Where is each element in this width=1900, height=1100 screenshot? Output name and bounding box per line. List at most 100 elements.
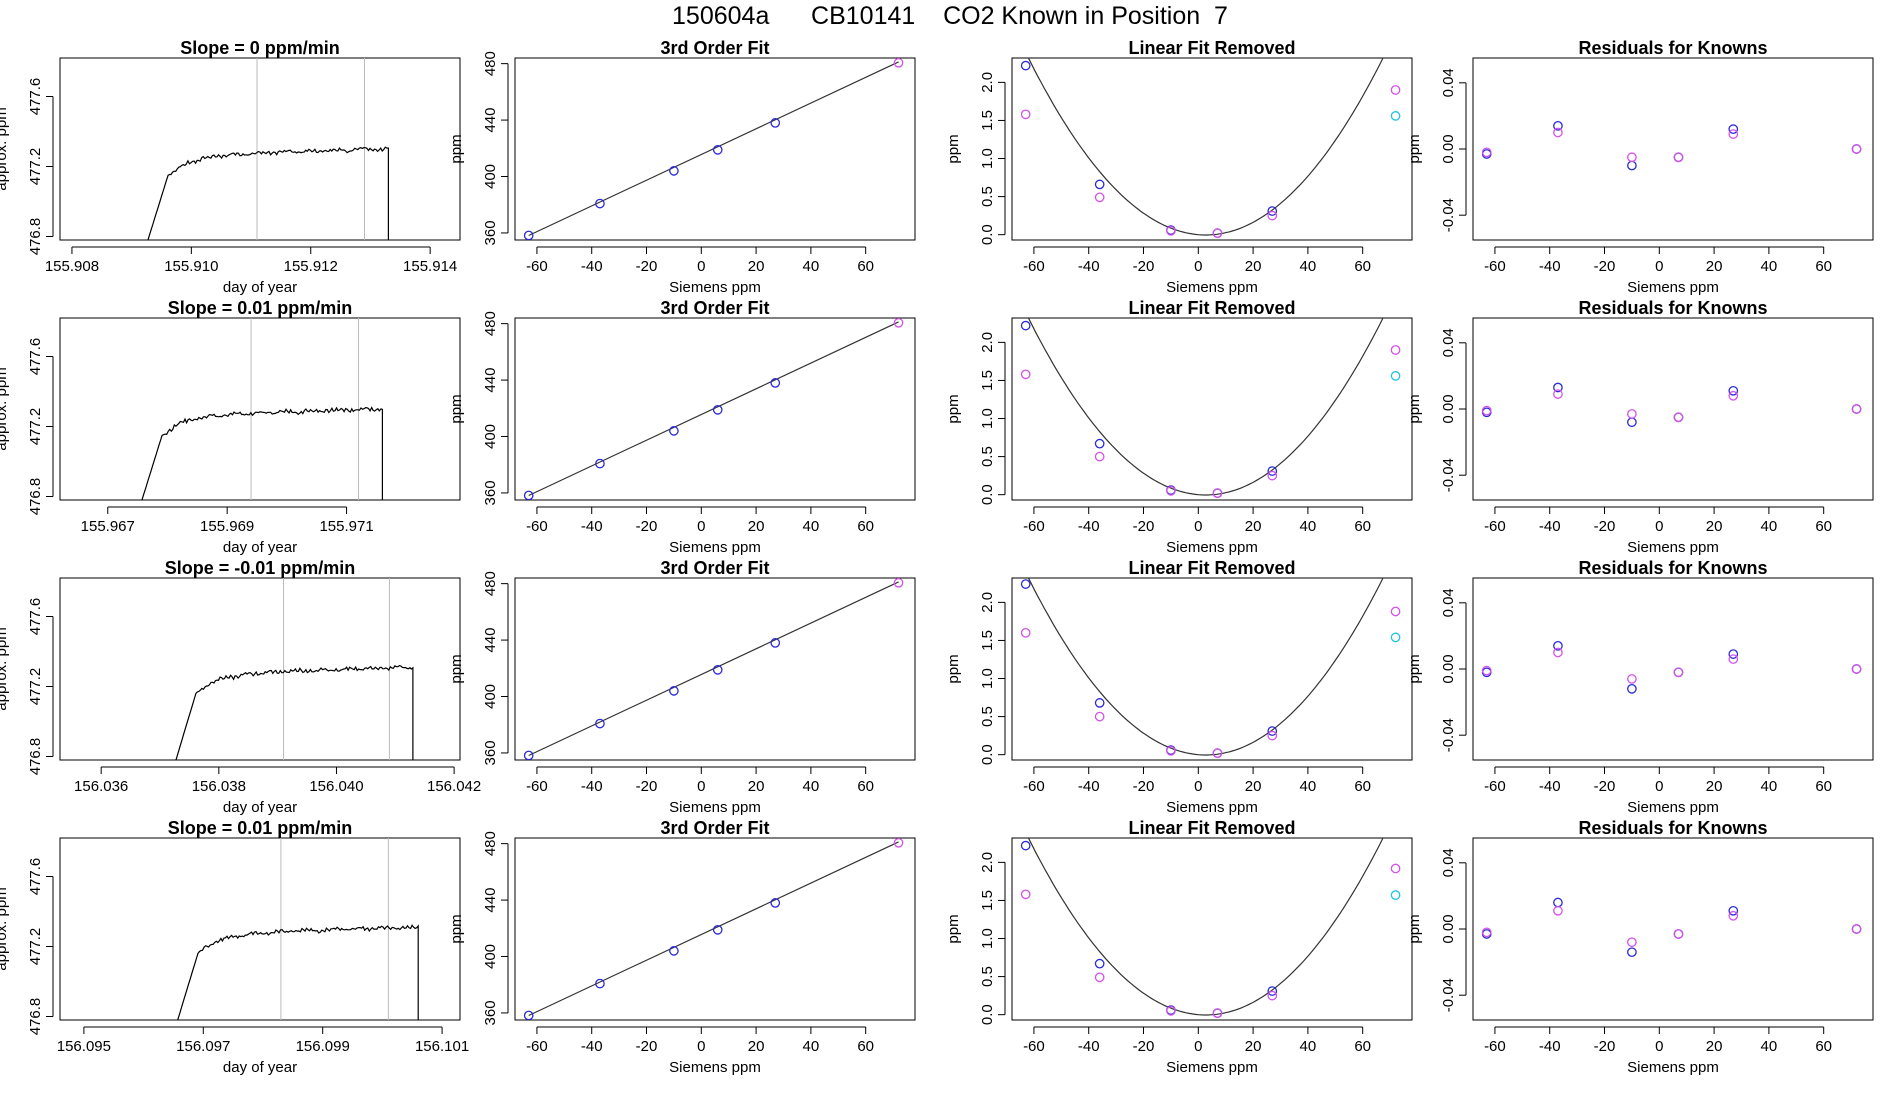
data-point [1627,947,1637,958]
x-axis-label: day of year [223,1059,297,1076]
data-layer [523,318,904,500]
y-tick-label: 480 [482,311,499,336]
x-tick-label: 0 [1655,778,1663,795]
data-point [1166,746,1176,756]
x-tick-label: -60 [1023,778,1045,795]
data-point [1390,371,1401,381]
x-tick-label: 155.912 [284,258,338,275]
x-tick-label: 0 [1194,1038,1202,1055]
data-point [523,490,534,500]
x-tick-label: -20 [636,1038,658,1055]
panel-r4c1: Slope = 0.01 ppm/min day of year approx. p… [0,818,469,1076]
data-point [1481,927,1492,938]
x-tick-label: 40 [1761,518,1778,535]
y-tick-label: 2.0 [979,72,996,93]
x-tick-label: 60 [857,778,874,795]
x-tick-label: 40 [1761,258,1778,275]
x-axis-label: Siemens ppm [1627,799,1719,816]
x-tick-label: 40 [1300,518,1317,535]
data-point [1673,667,1684,678]
y-tick-label: 360 [482,740,499,765]
data-layer [1481,382,1862,428]
data-point [595,978,605,989]
x-tick-label: -20 [636,518,658,535]
y-axis-label: approx. ppm [0,367,10,450]
x-tick-label: 20 [1245,1038,1262,1055]
concentration-trace [175,664,414,760]
plot-frame [1011,577,1413,761]
panel-r3c2: 3rd Order Fit Siemens ppm ppm -60 -40 -20 0 20 4… [448,558,916,816]
panel-r3c1: Slope = -0.01 ppm/min day of year approx. … [0,558,481,816]
y-tick-label: 400 [482,164,499,189]
x-tick-label: 0 [1655,1038,1663,1055]
x-tick-label: 155.971 [319,518,373,535]
panel-title: Slope = 0 ppm/min [180,38,340,58]
data-point [669,686,679,696]
x-tick-label: 155.910 [164,258,218,275]
data-point [712,664,723,675]
data-layer [523,578,904,760]
data-point [1728,129,1739,139]
data-point [1553,897,1563,908]
x-tick-label: 0 [697,518,705,535]
x-tick-label: -60 [1023,1038,1045,1055]
y-tick-label: 0.00 [1440,914,1457,943]
x-tick-label: -40 [1078,778,1100,795]
data-layer [141,318,383,500]
fit-curve [1027,838,1384,1016]
y-tick-label: 477.2 [27,148,44,186]
plot-frame [59,317,461,501]
data-point [1020,369,1031,380]
data-point [1267,990,1278,1001]
x-tick-label: 60 [1815,778,1832,795]
x-axis-label: day of year [223,279,297,296]
x-axis-label: Siemens ppm [1627,1059,1719,1076]
x-tick-label: 156.040 [309,778,363,795]
x-tick-label: 156.038 [192,778,246,795]
y-tick-label: 480 [482,831,499,856]
data-point [1553,905,1563,916]
y-axis-label: ppm [1406,914,1423,943]
fit-curve [1027,578,1384,756]
fit-curve [1027,58,1384,236]
data-point [1728,385,1739,396]
panel-r1c3: Linear Fit Removed Siemens ppm ppm -60 -40 -2… [945,38,1413,296]
plot-frame [1472,57,1874,241]
data-layer [147,58,389,240]
data-point [1627,160,1637,171]
x-tick-label: -20 [1133,258,1155,275]
data-point [1481,405,1492,416]
y-tick-label: 0.0 [979,484,996,505]
x-tick-label: 40 [1300,258,1317,275]
x-tick-label: 155.908 [45,258,99,275]
data-point [1267,210,1278,221]
data-layer [1020,318,1401,498]
data-point [893,838,904,848]
data-point [1094,438,1105,449]
x-tick-label: 60 [1354,778,1371,795]
x-tick-label: -40 [581,1038,603,1055]
x-tick-label: -20 [1594,258,1616,275]
data-point [1212,748,1223,758]
data-point [669,946,679,956]
panel-r4c3: Linear Fit Removed Siemens ppm ppm -60 -40 -2… [945,818,1413,1076]
data-point [1094,451,1105,462]
y-axis-label: ppm [448,914,465,943]
x-tick-label: 156.036 [74,778,128,795]
data-point [712,924,723,935]
data-point [1166,1006,1176,1016]
data-point [1627,152,1637,163]
data-point [1267,466,1278,476]
x-tick-label: -60 [526,518,548,535]
panel-r2c2: 3rd Order Fit Siemens ppm ppm -60 -40 -20 0 20 4… [448,298,916,556]
y-tick-label: 476.8 [27,478,44,516]
x-tick-label: 20 [1706,1038,1723,1055]
fit-curve [1027,318,1384,496]
data-point [523,750,534,760]
data-layer [1481,120,1862,171]
y-tick-label: 0.5 [979,186,996,207]
plot-frame [1472,577,1874,761]
data-layer [1020,578,1401,758]
x-tick-label: -40 [1078,1038,1100,1055]
panel-r2c1: Slope = 0.01 ppm/min day of year approx. p… [0,298,461,556]
